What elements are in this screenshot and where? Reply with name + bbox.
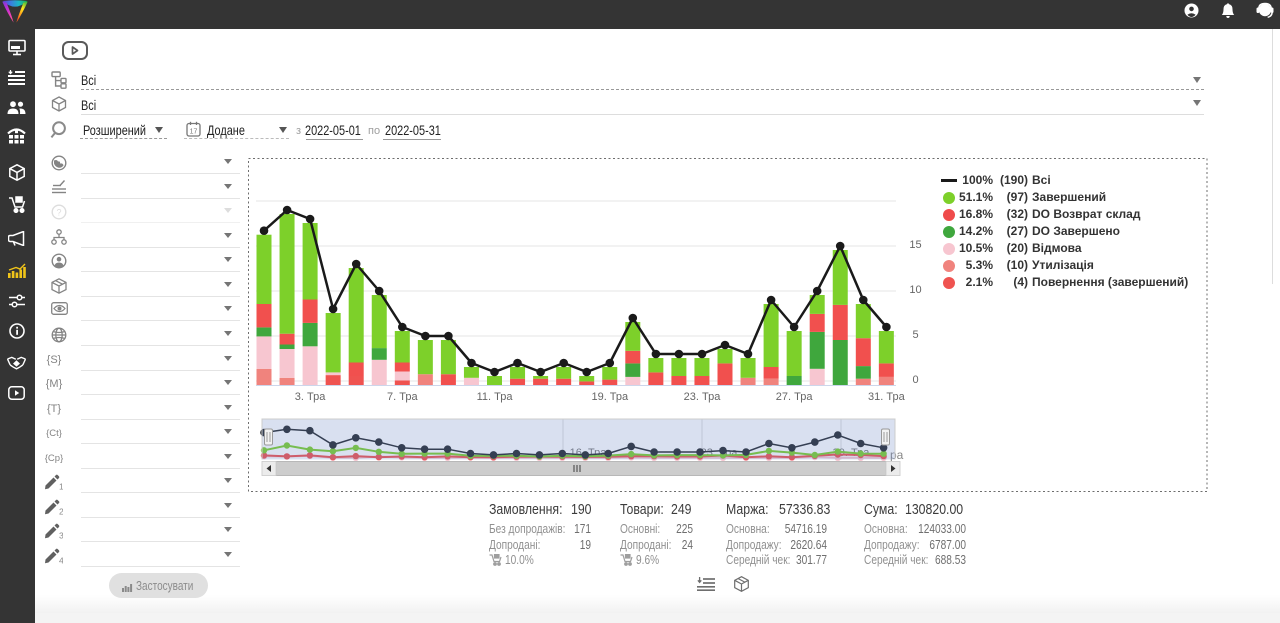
svg-text:27. Тра: 27. Тра — [776, 391, 814, 403]
svg-text:31. Тра: 31. Тра — [868, 391, 906, 403]
svg-text:{S}: {S} — [47, 354, 62, 366]
svg-text:?: ? — [56, 208, 61, 218]
svg-text:7. Тра: 7. Тра — [387, 391, 418, 403]
svg-text:5: 5 — [912, 329, 918, 341]
svg-text:23. Тра: 23. Тра — [684, 391, 722, 403]
svg-text:15: 15 — [909, 239, 921, 251]
svg-text:1: 1 — [59, 482, 63, 491]
svg-text:2: 2 — [59, 507, 63, 516]
svg-text:{M}: {M} — [46, 378, 63, 390]
svg-text:3. Тра: 3. Тра — [295, 391, 326, 403]
svg-text:{T}: {T} — [47, 403, 61, 415]
svg-text:17: 17 — [190, 129, 198, 136]
svg-text:19. Тра: 19. Тра — [591, 391, 629, 403]
svg-text:{Cp}: {Cp} — [45, 453, 63, 464]
svg-text:3: 3 — [59, 531, 63, 540]
svg-text:{Ct}: {Ct} — [46, 428, 62, 439]
svg-text:11. Тра: 11. Тра — [477, 391, 514, 403]
svg-text:10: 10 — [909, 284, 921, 296]
svg-text:0: 0 — [912, 374, 918, 386]
svg-text:4: 4 — [59, 556, 63, 565]
svg-text:ра: ра — [890, 448, 904, 462]
